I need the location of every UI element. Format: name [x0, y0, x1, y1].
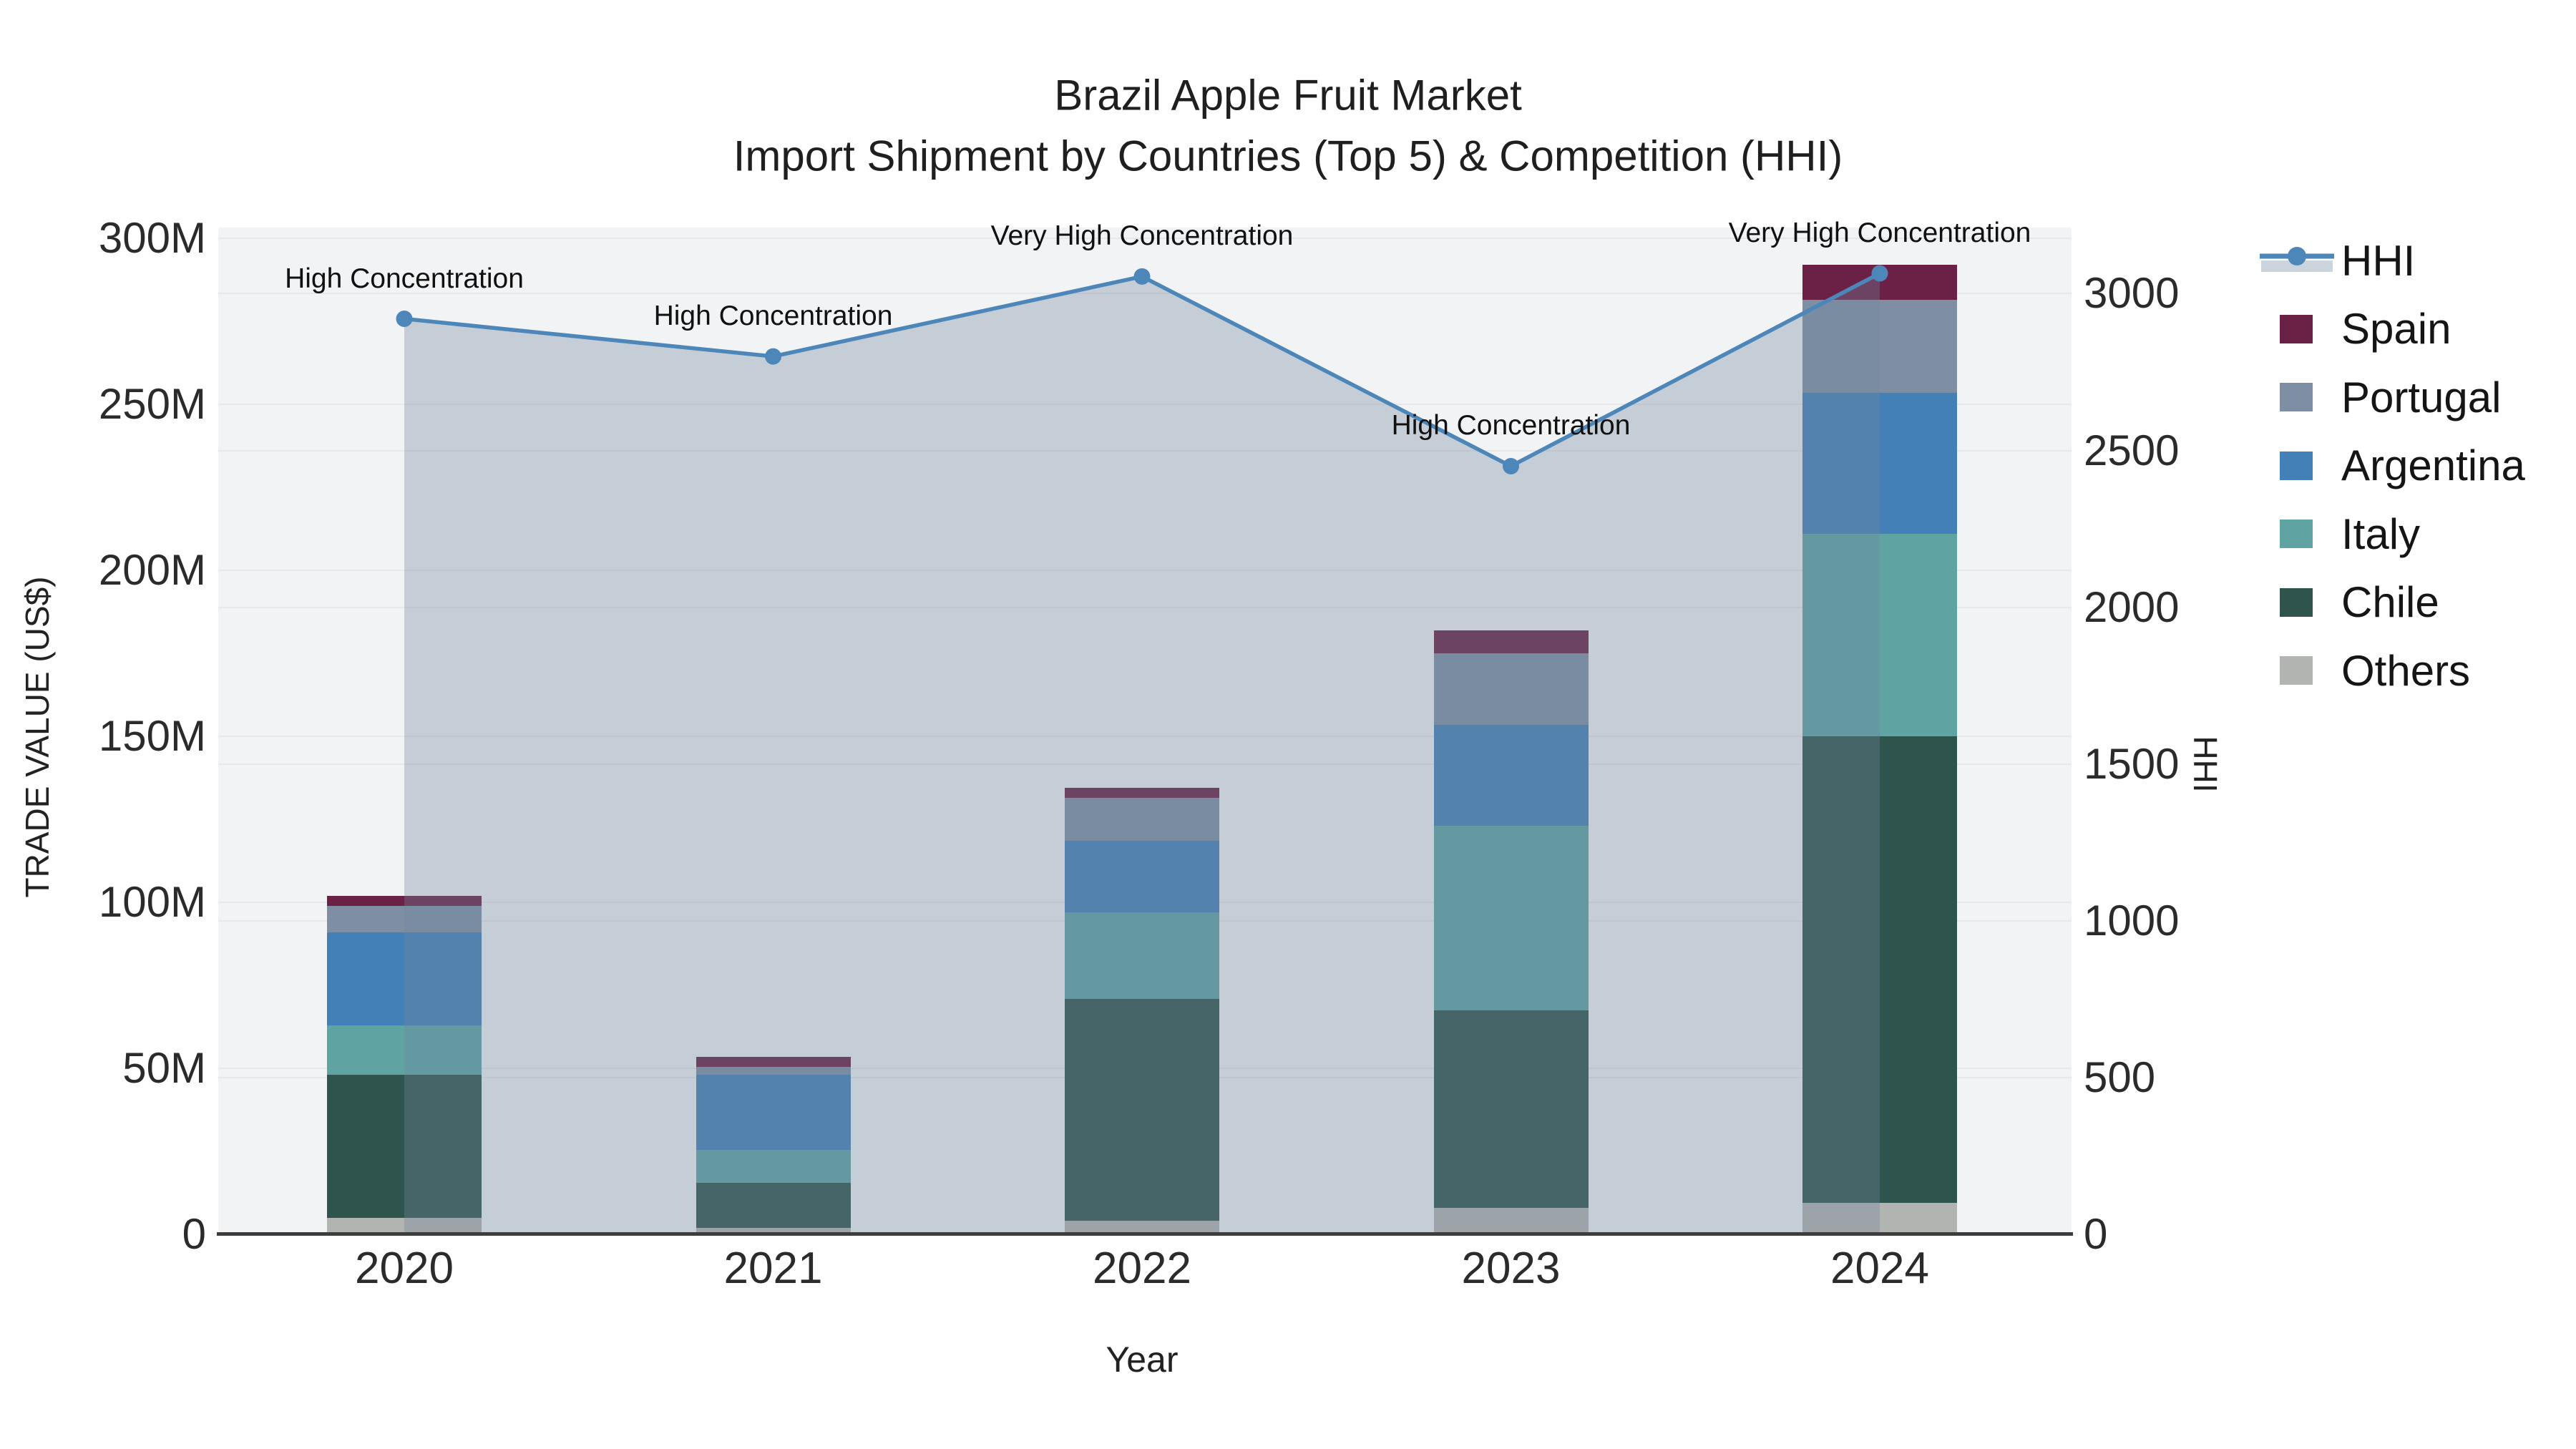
legend-item-portugal[interactable]: Portugal	[2260, 364, 2575, 431]
annotation-2021: High Concentration	[653, 301, 893, 332]
color-swatch-icon	[2260, 512, 2334, 555]
gridline-hhi-2000	[218, 606, 2072, 608]
bar-segment-2020-spain[interactable]	[327, 895, 482, 906]
bar-segment-2021-argentina[interactable]	[696, 1075, 851, 1150]
bar-segment-2021-italy[interactable]	[696, 1149, 851, 1184]
bar-segment-2024-spain[interactable]	[1802, 265, 1957, 300]
legend-item-others[interactable]: Others	[2260, 637, 2575, 705]
y-left-tick-200M: 200M	[98, 546, 206, 594]
annotation-2023: High Concentration	[1391, 410, 1631, 441]
bar-segment-2023-others[interactable]	[1433, 1207, 1589, 1234]
legend-item-argentina[interactable]: Argentina	[2260, 431, 2575, 499]
bar-segment-2024-italy[interactable]	[1802, 533, 1957, 736]
bar-segment-2022-chile[interactable]	[1065, 998, 1219, 1221]
bar-segment-2022-spain[interactable]	[1065, 787, 1219, 798]
gridline-trade-150	[218, 736, 2072, 737]
bar-segment-2021-spain[interactable]	[696, 1056, 851, 1067]
gridline-trade-300	[218, 238, 2072, 239]
x-tick-2024: 2024	[1830, 1244, 1929, 1293]
bar-segment-2024-portugal[interactable]	[1802, 299, 1957, 393]
gridline-hhi-1500	[218, 763, 2072, 765]
legend-item-hhi[interactable]: HHI	[2260, 227, 2575, 295]
bar-segment-2022-italy[interactable]	[1065, 912, 1219, 999]
annotation-2020: High Concentration	[285, 263, 524, 294]
legend-label-portugal: Portugal	[2341, 373, 2502, 421]
bar-segment-2021-others[interactable]	[696, 1227, 851, 1234]
bar-segment-2024-others[interactable]	[1802, 1202, 1957, 1234]
legend-label-argentina: Argentina	[2341, 441, 2525, 489]
y-right-tick-500: 500	[2084, 1053, 2156, 1101]
y-left-tick-300M: 300M	[98, 214, 206, 262]
y-right-tick-2000: 2000	[2084, 582, 2180, 631]
bar-segment-2024-chile[interactable]	[1802, 736, 1957, 1203]
gridline-hhi-2500	[218, 449, 2072, 452]
gridline-trade-200	[218, 570, 2072, 571]
bar-segment-2023-portugal[interactable]	[1433, 653, 1589, 725]
x-tick-2023: 2023	[1461, 1244, 1561, 1293]
bar-segment-2022-argentina[interactable]	[1065, 841, 1219, 912]
y-right-tick-3000: 3000	[2084, 269, 2180, 318]
color-swatch-icon	[2260, 649, 2334, 692]
y-right-tick-2500: 2500	[2084, 426, 2180, 474]
color-swatch-icon	[2260, 444, 2334, 487]
color-swatch-icon	[2260, 376, 2334, 419]
annotation-2024: Very High Concentration	[1728, 218, 2031, 248]
chart-title: Brazil Apple Fruit Market	[1054, 71, 1522, 119]
legend-label-hhi: HHI	[2341, 236, 2416, 285]
bar-segment-2024-argentina[interactable]	[1802, 392, 1957, 534]
y-right-tick-1500: 1500	[2084, 739, 2180, 788]
y-right-tick-0: 0	[2084, 1210, 2108, 1258]
y-axis-title-right: HHI	[2187, 736, 2224, 793]
x-axis-title: Year	[1106, 1340, 1179, 1380]
gridline-trade-250	[218, 404, 2072, 405]
hhi-line-swatch-icon	[2260, 239, 2334, 282]
bar-segment-2022-portugal[interactable]	[1065, 797, 1219, 841]
bar-segment-2020-chile[interactable]	[327, 1075, 482, 1218]
bar-segment-2020-others[interactable]	[327, 1217, 482, 1234]
y-left-tick-0: 0	[182, 1210, 206, 1258]
bar-segment-2023-chile[interactable]	[1433, 1010, 1589, 1208]
bar-segment-2021-portugal[interactable]	[696, 1066, 851, 1075]
y-left-tick-100M: 100M	[98, 878, 206, 926]
x-axis-line	[217, 1232, 2073, 1236]
color-swatch-icon	[2260, 581, 2334, 624]
legend-item-spain[interactable]: Spain	[2260, 295, 2575, 363]
x-tick-2021: 2021	[723, 1244, 823, 1293]
chart-subtitle: Import Shipment by Countries (Top 5) & C…	[733, 132, 1843, 180]
bar-segment-2023-italy[interactable]	[1433, 826, 1589, 1010]
bar-segment-2020-portugal[interactable]	[327, 905, 482, 932]
y-left-tick-250M: 250M	[98, 380, 206, 428]
y-left-tick-50M: 50M	[122, 1044, 206, 1092]
y-left-tick-150M: 150M	[98, 712, 206, 760]
annotation-2022: Very High Concentration	[990, 220, 1294, 252]
bar-segment-2023-argentina[interactable]	[1433, 724, 1589, 826]
legend-label-chile: Chile	[2341, 578, 2439, 626]
bar-segment-2020-italy[interactable]	[327, 1025, 482, 1075]
x-tick-2022: 2022	[1093, 1244, 1191, 1293]
x-tick-2020: 2020	[355, 1244, 454, 1293]
legend-label-others: Others	[2341, 646, 2471, 695]
bar-segment-2023-spain[interactable]	[1433, 630, 1589, 653]
legend-label-spain: Spain	[2341, 305, 2451, 353]
legend-label-italy: Italy	[2341, 509, 2421, 558]
legend-item-italy[interactable]: Italy	[2260, 500, 2575, 568]
bar-segment-2021-chile[interactable]	[696, 1183, 851, 1228]
y-axis-title-left: TRADE VALUE (US$)	[19, 576, 56, 898]
bar-segment-2020-argentina[interactable]	[327, 932, 482, 1025]
legend-item-chile[interactable]: Chile	[2260, 568, 2575, 636]
bar-segment-2022-others[interactable]	[1065, 1221, 1219, 1234]
color-swatch-icon	[2260, 308, 2334, 351]
y-right-tick-1000: 1000	[2084, 896, 2180, 945]
